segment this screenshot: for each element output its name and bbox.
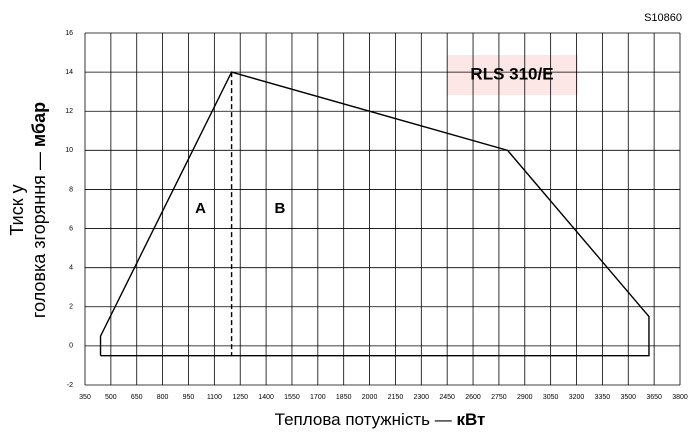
x-tick-label: 1100 (207, 394, 222, 401)
y-axis-label-line: головка згоряння — мбар (29, 102, 49, 318)
range-line (99, 71, 650, 357)
x-axis-label: Теплова потужність — кВт (275, 410, 486, 429)
x-tick-label: 3500 (620, 394, 636, 401)
x-tick-label: 650 (131, 394, 143, 401)
model-box (447, 55, 578, 95)
y-tick-label: 6 (69, 225, 73, 232)
x-tick-label: 2450 (439, 394, 455, 401)
y-tick-label: 10 (65, 147, 73, 154)
y-tick-label: 14 (65, 69, 73, 76)
x-tick-label: 1550 (284, 394, 300, 401)
x-tick-label: 1700 (310, 394, 326, 401)
x-tick-label: 350 (79, 394, 91, 401)
y-tick-label: 8 (69, 186, 73, 193)
x-tick-label: 1250 (232, 394, 248, 401)
x-tick-label: 2750 (491, 394, 507, 401)
y-tick-label: 16 (65, 30, 73, 37)
x-tick-label: 1400 (258, 394, 274, 401)
y-tick-label: 4 (69, 265, 73, 272)
x-tick-label: 2300 (414, 394, 430, 401)
x-tick-label: 500 (105, 394, 117, 401)
y-tick-label: 0 (69, 343, 73, 350)
x-tick-label: 3800 (672, 394, 688, 401)
x-tick-label: 2150 (388, 394, 404, 401)
x-tick-label: 2600 (465, 394, 481, 401)
annotation: A (195, 200, 206, 217)
x-tick-label: 3200 (569, 394, 585, 401)
annotation: B (274, 200, 285, 217)
x-tick-label: 3350 (595, 394, 611, 401)
x-tick-label: 950 (183, 394, 195, 401)
x-tick-label: 2000 (362, 394, 378, 401)
y-tick-label: -2 (67, 382, 73, 389)
y-tick-label: 12 (65, 108, 73, 115)
x-tick-label: 1850 (336, 394, 352, 401)
y-tick-label: 2 (69, 304, 73, 311)
x-tick-label: 800 (157, 394, 169, 401)
figure-code: S10860 (644, 12, 682, 24)
x-tick-label: 3650 (646, 394, 662, 401)
y-axis-label-line: Тиск у (7, 184, 27, 235)
x-tick-label: 3050 (543, 394, 559, 401)
x-tick-label: 2900 (517, 394, 533, 401)
model-label: RLS 310/E (470, 64, 553, 83)
y-axis-label: Тиск у головка згоряння — мбар (7, 102, 49, 318)
